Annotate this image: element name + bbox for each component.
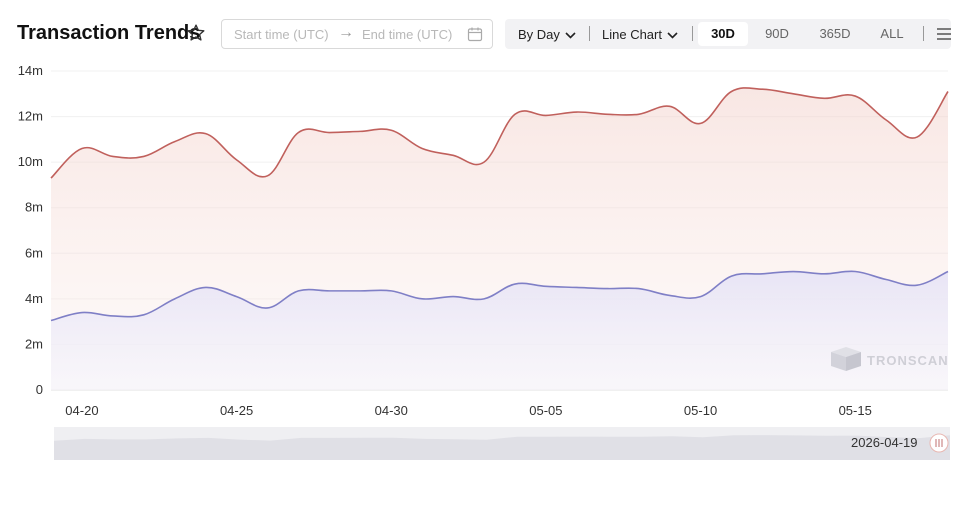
toolbar-divider <box>923 26 924 41</box>
chevron-down-icon <box>667 32 678 39</box>
navigator-handle[interactable] <box>929 433 949 453</box>
y-tick-label: 12m <box>18 109 43 124</box>
y-tick-label: 14m <box>18 63 43 78</box>
range-button-365d[interactable]: 365D <box>819 26 851 41</box>
range-button-30d[interactable]: 30D <box>698 22 748 46</box>
series-group <box>50 87 949 391</box>
granularity-label: By Day <box>518 27 560 42</box>
chart-toolbar: By Day Line Chart 30D 90D 365D ALL <box>505 19 951 49</box>
tronscan-watermark: TRONSCAN <box>831 347 949 371</box>
star-outline-icon[interactable] <box>186 23 206 43</box>
x-tick-label: 04-25 <box>220 403 253 418</box>
series-line-1[interactable] <box>50 270 949 322</box>
page-title: Transaction Trends <box>17 22 201 44</box>
range-button-90d[interactable]: 90D <box>765 26 789 41</box>
x-tick-label: 05-10 <box>684 403 717 418</box>
tronscan-logo-icon <box>831 347 861 371</box>
y-tick-label: 0 <box>36 382 43 397</box>
chart-type-select[interactable]: Line Chart <box>602 27 678 42</box>
navigator-preview <box>54 435 950 460</box>
calendar-icon[interactable] <box>467 26 483 42</box>
y-tick-label: 2m <box>25 336 43 351</box>
y-tick-label: 4m <box>25 291 43 306</box>
toolbar-divider <box>589 26 590 41</box>
watermark-text: TRONSCAN <box>867 353 949 368</box>
x-tick-label: 05-15 <box>839 403 872 418</box>
range-navigator[interactable]: 2026-04-19 <box>54 427 950 460</box>
range-button-all[interactable]: ALL <box>880 26 904 41</box>
x-axis: 04-20 04-25 04-30 05-05 05-10 05-15 <box>65 403 872 418</box>
y-tick-label: 8m <box>25 200 43 215</box>
y-tick-label: 6m <box>25 245 43 260</box>
start-time-input[interactable]: Start time (UTC) <box>234 27 329 42</box>
chart-type-label: Line Chart <box>602 27 662 42</box>
y-tick-label: 10m <box>18 154 43 169</box>
series-area-1 <box>51 271 948 390</box>
x-tick-label: 04-20 <box>65 403 98 418</box>
granularity-select[interactable]: By Day <box>518 27 576 42</box>
hamburger-menu-icon[interactable] <box>936 26 952 42</box>
x-tick-label: 04-30 <box>375 403 408 418</box>
series-line-0[interactable] <box>50 87 949 179</box>
end-time-input[interactable]: End time (UTC) <box>362 27 453 42</box>
x-tick-label: 05-05 <box>529 403 562 418</box>
date-range-picker[interactable]: Start time (UTC) → End time (UTC) <box>221 19 493 49</box>
navigator-date-label: 2026-04-19 <box>851 435 918 450</box>
y-axis: 0 2m 4m 6m 8m 10m 12m 14m <box>18 63 43 397</box>
range-arrow-icon: → <box>338 24 354 41</box>
toolbar-divider <box>692 26 693 41</box>
chevron-down-icon <box>565 32 576 39</box>
